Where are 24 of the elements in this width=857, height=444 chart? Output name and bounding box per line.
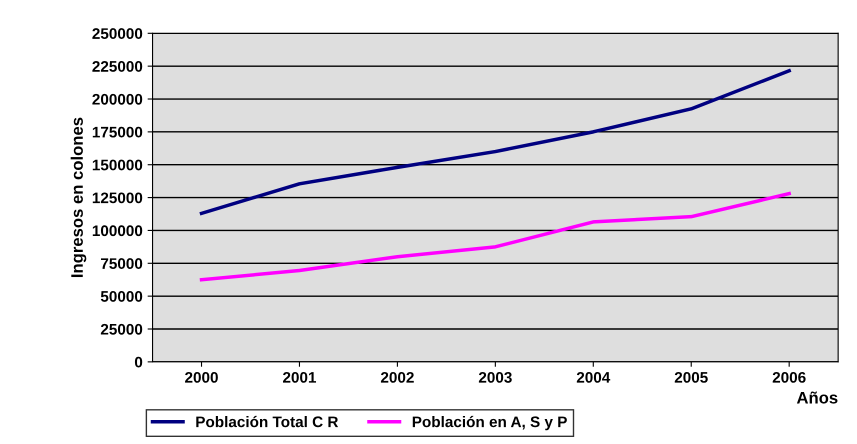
- line-series: [200, 69, 791, 216]
- line-series: [200, 192, 791, 282]
- y-tick-label: 125000: [92, 192, 142, 204]
- y-tick-label: 225000: [92, 61, 142, 72]
- y-tick-label: 200000: [92, 94, 142, 105]
- x-tick-label: 2003: [478, 372, 512, 383]
- legend-label: Población en A, S y P: [412, 416, 567, 430]
- y-tick-label: 250000: [92, 28, 142, 39]
- y-axis-title: Ingresos en colones: [70, 118, 86, 278]
- x-tick-label: 2000: [185, 372, 218, 383]
- x-axis-title: Años: [796, 391, 838, 404]
- y-tick-label: 25000: [100, 324, 142, 335]
- x-tick-label: 2001: [283, 372, 316, 383]
- x-tick-label: 2006: [772, 372, 806, 383]
- y-tick-label: 0: [134, 356, 142, 368]
- y-tick-label: 75000: [101, 258, 142, 269]
- x-tick-label: 2004: [576, 372, 610, 383]
- y-tick-label: 175000: [92, 126, 142, 138]
- x-tick-label: 2005: [674, 372, 708, 383]
- y-tick-label: 50000: [100, 291, 142, 302]
- y-tick-label: 100000: [92, 225, 142, 236]
- legend-label: Población Total C R: [196, 416, 338, 428]
- x-tick-label: 2002: [380, 372, 414, 383]
- y-tick-label: 150000: [92, 160, 142, 170]
